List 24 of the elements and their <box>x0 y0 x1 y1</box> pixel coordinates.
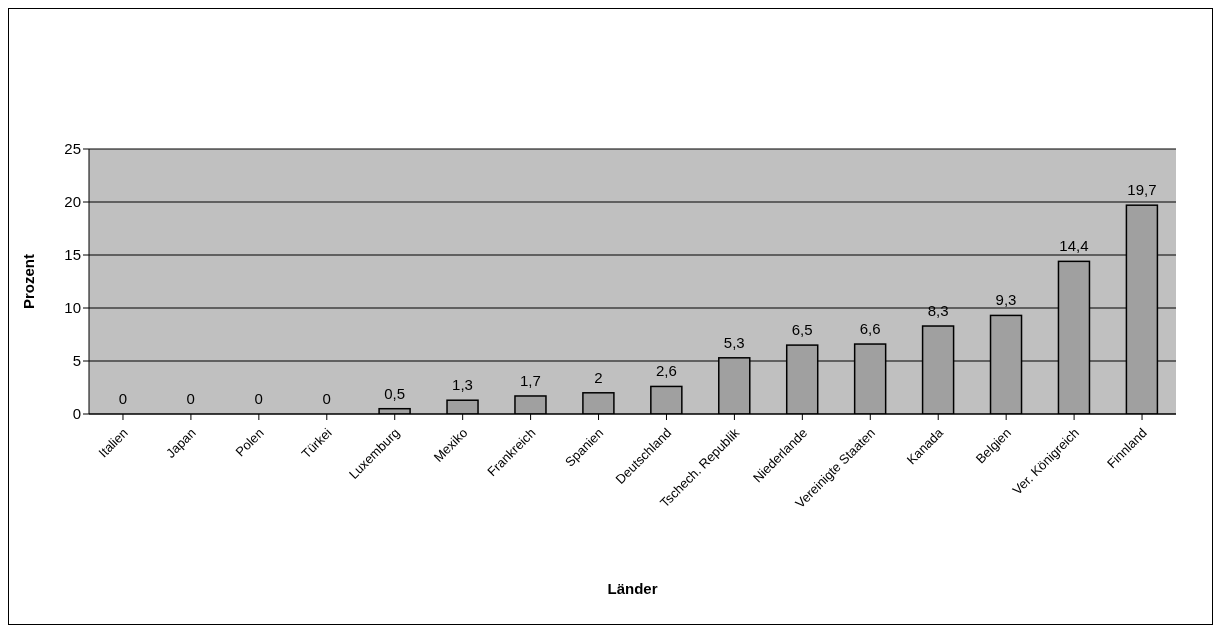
y-tick-label: 25 <box>64 140 81 158</box>
y-axis-title: Prozent <box>20 253 38 310</box>
data-label: 0,5 <box>384 384 406 402</box>
data-label: 2,6 <box>655 362 677 380</box>
y-tick-label: 15 <box>64 246 81 264</box>
data-label: 6,6 <box>859 320 881 338</box>
data-label: 9,3 <box>995 291 1017 309</box>
y-tick-label: 20 <box>64 193 81 211</box>
x-axis-title: Länder <box>607 580 658 597</box>
data-label: 0 <box>254 390 263 407</box>
data-label: 8,3 <box>927 302 949 320</box>
data-label: 0 <box>118 390 128 407</box>
data-label: 5,3 <box>723 333 745 351</box>
y-tick-label: 0 <box>72 405 81 423</box>
data-label: 0 <box>322 390 331 407</box>
y-tick-label: 5 <box>72 352 81 370</box>
data-label: 6,5 <box>791 321 813 339</box>
data-label: 14,4 <box>1059 237 1089 255</box>
y-tick-label: 10 <box>64 299 81 317</box>
data-label: 2 <box>594 368 603 386</box>
data-label: 1,7 <box>520 371 541 389</box>
data-label: 1,3 <box>452 376 473 394</box>
data-label: 19,7 <box>1127 181 1157 199</box>
data-label: 0 <box>186 390 195 407</box>
